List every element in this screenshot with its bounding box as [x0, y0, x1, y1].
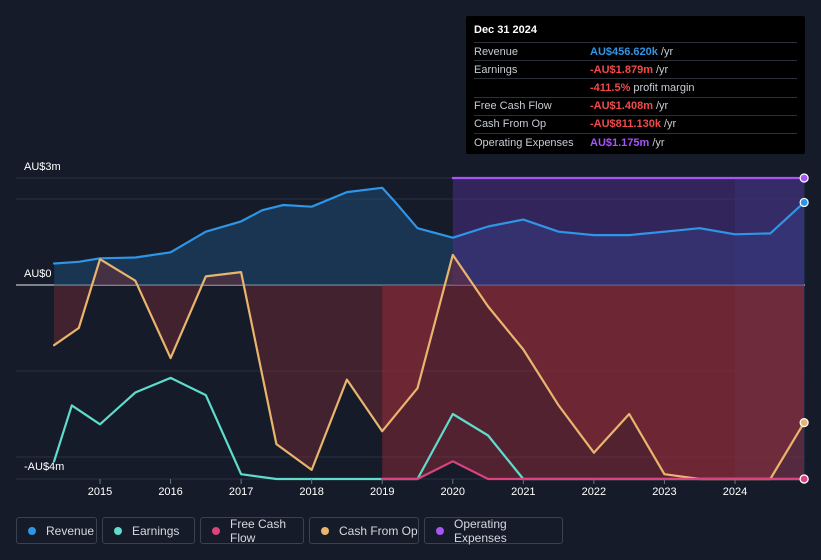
tooltip-row-label: Earnings: [474, 63, 518, 76]
revenue-endpoint: [799, 197, 809, 208]
tooltip-row-unit: /yr: [660, 45, 674, 58]
legend-item-free-cash-flow[interactable]: Free Cash Flow: [200, 516, 304, 545]
tooltip-row-unit: /yr: [663, 118, 677, 131]
x-tick-label: 2024: [723, 486, 747, 498]
legend-dot-icon: [28, 526, 36, 535]
chart: 2015 2016 2017 2018 2019 2020 2021 2022 2023 2024…: [16, 161, 809, 498]
tooltip-row-label: Operating Expenses: [474, 136, 574, 149]
x-axis: 2015 2016 2017 2018 2019 2020 2021 2022 2023 2024: [88, 479, 747, 498]
tooltip-row: Operating Expenses AU$1.175m/yr: [474, 132, 797, 151]
y-axis-label: -AU$4m: [24, 461, 64, 473]
series-fills: [54, 178, 805, 479]
free-cash-flow-area: [382, 285, 805, 479]
legend-dot-icon: [212, 526, 220, 535]
legend-label: Earnings: [132, 523, 180, 538]
tooltip-row-unit: /yr: [655, 63, 669, 76]
tooltip-row-label: Cash From Op: [474, 118, 547, 131]
legend-label: Operating Expenses: [454, 516, 507, 545]
tooltip-row: Revenue AU$456.620k/yr: [474, 42, 797, 60]
legend-label: Revenue: [46, 523, 95, 538]
tooltip-row-label: Revenue: [474, 45, 519, 58]
legend-dot-icon: [114, 526, 122, 535]
tooltip-row: Earnings -AU$1.879m/yr: [474, 60, 797, 78]
y-axis: AU$3m AU$0 -AU$4m: [24, 161, 64, 473]
x-tick-label: 2016: [158, 486, 182, 498]
x-tick-label: 2015: [88, 486, 112, 498]
x-tick-label: 2018: [299, 486, 323, 498]
tooltip-row-value: AU$1.175m: [590, 136, 650, 149]
legend-item-earnings[interactable]: Earnings: [102, 517, 195, 544]
cash-from-op-area: [54, 254, 805, 479]
legend-label: Cash From Op: [339, 523, 418, 538]
tooltip-row-value: -411.5%: [590, 81, 631, 94]
legend-dot-icon: [436, 526, 444, 535]
x-tick-label: 2019: [370, 486, 394, 498]
free-cash-flow-endpoint: [799, 474, 809, 484]
legend-label: Free Cash Flow: [230, 516, 287, 545]
legend-item-operating-expenses[interactable]: Operating Expenses: [424, 516, 563, 545]
tooltip-row-value: -AU$811.130k: [590, 118, 661, 131]
tooltip-row: Free Cash Flow -AU$1.408m/yr: [474, 96, 797, 115]
legend-item-revenue[interactable]: Revenue: [16, 517, 97, 544]
tooltip: Dec 31 2024 Revenue AU$456.620k/yr Earning…: [466, 16, 805, 154]
tooltip-row-unit: /yr: [652, 136, 665, 149]
tooltip-row-value: -AU$1.879m: [590, 63, 653, 76]
revenue-line: [53, 186, 806, 265]
x-tick-label: 2023: [652, 486, 676, 498]
x-tick-label: 2017: [229, 486, 253, 498]
series-endpoints: [799, 173, 809, 484]
tooltip-row-value: AU$456.620k: [590, 45, 658, 58]
x-tick-label: 2022: [582, 486, 606, 498]
cash-from-op-endpoint: [799, 418, 809, 428]
tooltip-row-unit: profit margin: [633, 81, 695, 94]
y-axis-label: AU$3m: [24, 161, 61, 173]
tooltip-date: Dec 31 2024: [474, 24, 537, 36]
y-axis-label: AU$0: [24, 268, 52, 280]
tooltip-row-value: -AU$1.408m: [590, 100, 653, 113]
cash-from-op-line: [53, 253, 806, 481]
tooltip-row: Cash From Op -AU$811.130k/yr: [474, 114, 797, 133]
tooltip-row-label: Free Cash Flow: [474, 100, 552, 113]
operating-expenses-area: [452, 178, 805, 285]
legend-item-cash-from-op[interactable]: Cash From Op: [309, 517, 419, 544]
operating-expenses-endpoint: [799, 173, 809, 183]
tooltip-row-unit: /yr: [655, 100, 669, 113]
legend-dot-icon: [321, 526, 329, 535]
x-tick-label: 2021: [511, 486, 535, 498]
x-tick-label: 2020: [441, 486, 465, 498]
tooltip-row: -411.5% profit margin: [474, 78, 797, 96]
